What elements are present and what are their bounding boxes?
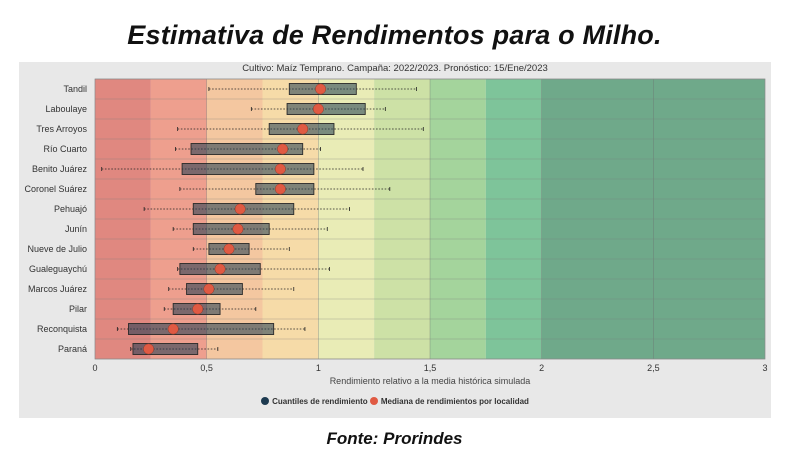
box-junin (192, 223, 270, 235)
chart-panel: Tandil Laboulaye Tres Arroyos Río Cuarto Ben… (19, 62, 771, 418)
median-dot-pehuajo (234, 203, 246, 215)
category-label-marcos-juarez: Marcos Juárez (28, 284, 88, 294)
box-marcos-juarez (186, 283, 243, 295)
category-label-coronel-suarez: Coronel Suárez (24, 184, 87, 194)
x-tick-label-0: 0 (92, 363, 97, 373)
x-tick-label-5: 2,5 (647, 363, 660, 373)
x-tick-label-1: 0,5 (200, 363, 213, 373)
median-dot-parana (143, 343, 155, 355)
median-dot-laboulaye (312, 103, 324, 115)
category-label-laboulaye: Laboulaye (45, 104, 87, 114)
box-laboulaye (286, 103, 366, 115)
box-parana (132, 343, 199, 355)
boxplot-chart: Tandil Laboulaye Tres Arroyos Río Cuarto Ben… (24, 78, 768, 386)
median-dot-pilar (192, 303, 204, 315)
category-label-rio-cuarto: Río Cuarto (43, 144, 87, 154)
category-label-pehuajo: Pehuajó (54, 204, 87, 214)
source-caption: Fonte: Prorindes (326, 429, 463, 448)
median-dot-tandil (315, 83, 327, 95)
median-dot-coronel-suarez (274, 183, 286, 195)
legend-dot-quantiles (261, 396, 270, 405)
median-dot-rio-cuarto (277, 143, 289, 155)
box-rio-cuarto (190, 143, 304, 155)
main-title: Estimativa de Rendimentos para o Milho. (127, 20, 662, 50)
median-dot-tres-arroyos (297, 123, 309, 135)
x-tick-label-4: 2 (539, 363, 544, 373)
median-dot-marcos-juarez (203, 283, 215, 295)
category-label-tandil: Tandil (63, 84, 87, 94)
x-axis-label: Rendimiento relativo a la media históric… (330, 376, 531, 386)
x-tick-label-2: 1 (316, 363, 321, 373)
category-label-nueve-de-julio: Nueve de Julio (27, 244, 87, 254)
category-label-junin: Junín (65, 224, 87, 234)
legend-label-quantiles: Cuantiles de rendimiento (272, 397, 368, 406)
legend-dot-median (369, 396, 378, 405)
category-label-tres-arroyos: Tres Arroyos (36, 124, 87, 134)
median-dot-gualeguaychu (214, 263, 226, 275)
median-dot-nueve-de-julio (223, 243, 235, 255)
category-label-parana: Paraná (58, 344, 87, 354)
chart-subtitle: Cultivo: Maíz Temprano. Campaña: 2022/20… (242, 63, 548, 74)
legend-item-quantiles: Cuantiles de rendimiento (261, 396, 368, 406)
legend-label-median: Mediana de rendimientos por localidad (380, 397, 529, 406)
chart-legend: Cuantiles de rendimiento Mediana de rend… (19, 396, 771, 406)
median-dot-reconquista (167, 323, 179, 335)
category-label-reconquista: Reconquista (37, 324, 87, 334)
median-dot-benito-juarez (274, 163, 286, 175)
median-dot-junin (232, 223, 244, 235)
x-tick-label-6: 3 (762, 363, 767, 373)
legend-item-median: Mediana de rendimientos por localidad (369, 396, 529, 406)
category-label-benito-juarez: Benito Juárez (32, 164, 88, 174)
box-reconquista (128, 323, 275, 335)
category-label-pilar: Pilar (69, 304, 87, 314)
plot-frame (94, 78, 766, 360)
category-label-gualeguaychu: Gualeguaychú (29, 264, 87, 274)
x-tick-label-3: 1,5 (424, 363, 437, 373)
box-benito-juarez (181, 163, 315, 175)
